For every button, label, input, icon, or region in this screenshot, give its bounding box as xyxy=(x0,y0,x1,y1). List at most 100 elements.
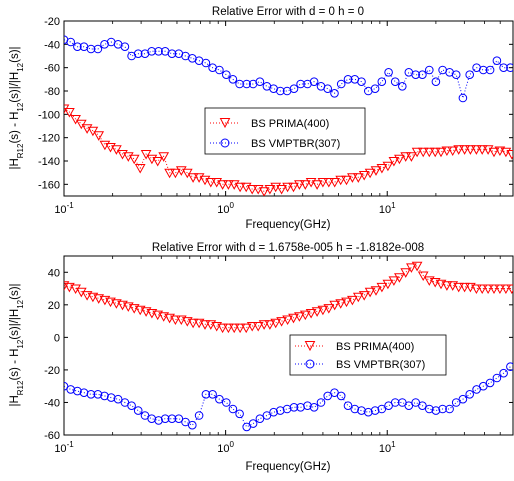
series-group xyxy=(64,261,513,432)
data-point xyxy=(390,398,400,407)
data-point xyxy=(394,273,405,283)
data-point xyxy=(465,282,476,293)
data-point xyxy=(294,180,305,190)
data-point xyxy=(376,164,388,174)
data-point xyxy=(234,323,246,334)
data-point xyxy=(276,317,287,327)
x-tick-label: 10-1 xyxy=(54,201,74,216)
y-tick-label: -100 xyxy=(38,109,60,121)
data-point xyxy=(127,401,136,411)
data-point xyxy=(270,318,282,329)
data-point xyxy=(485,378,495,388)
data-point xyxy=(228,323,240,334)
data-point xyxy=(438,404,447,414)
data-point xyxy=(411,70,421,79)
data-point xyxy=(323,391,333,401)
data-point xyxy=(394,154,405,165)
data-point xyxy=(406,263,417,273)
data-point xyxy=(64,381,69,391)
data-point xyxy=(471,284,482,295)
data-point xyxy=(86,44,96,54)
data-point xyxy=(242,79,251,89)
data-point xyxy=(323,84,333,93)
data-point xyxy=(134,164,146,174)
data-point xyxy=(174,414,184,424)
data-point xyxy=(506,63,513,72)
data-point xyxy=(133,406,143,415)
data-point xyxy=(482,284,494,295)
data-point xyxy=(276,185,287,195)
data-point xyxy=(417,271,429,282)
data-point xyxy=(113,394,123,404)
y-ticks: -160 -140 -120 -100 -80 -60 -40 -20 xyxy=(38,16,513,191)
data-point xyxy=(488,284,500,295)
data-point xyxy=(296,79,305,89)
data-point xyxy=(357,406,366,415)
data-point xyxy=(309,77,319,86)
data-point xyxy=(258,320,270,330)
data-point xyxy=(111,299,122,309)
data-point xyxy=(445,404,454,414)
data-point xyxy=(152,310,164,321)
y-tick-label: -40 xyxy=(44,397,60,409)
data-point xyxy=(357,77,366,86)
x-axis-label: Frequency(GHz) xyxy=(246,461,331,473)
data-point xyxy=(323,304,335,314)
data-point xyxy=(188,420,197,430)
data-point xyxy=(377,404,387,414)
data-point xyxy=(246,185,258,195)
data-point xyxy=(479,381,488,391)
chart-title: Relative Error with d = 0 h = 0 xyxy=(212,6,364,18)
data-point xyxy=(431,406,441,415)
data-point xyxy=(341,175,352,186)
data-point xyxy=(400,268,412,278)
data-point xyxy=(388,157,400,167)
legend: BS PRIMA(400) BS VMPTBR(307) xyxy=(289,334,447,376)
data-point xyxy=(417,147,429,158)
data-point xyxy=(465,70,475,79)
data-point xyxy=(262,411,272,420)
data-point xyxy=(370,166,382,176)
legend: BS PRIMA(400) BS VMPTBR(307) xyxy=(204,107,366,155)
data-point xyxy=(120,398,130,407)
x-axis-label: Frequency(GHz) xyxy=(246,219,331,231)
y-tick-label: 20 xyxy=(48,300,60,312)
data-point xyxy=(447,281,459,291)
data-point xyxy=(441,146,453,157)
data-point xyxy=(453,282,465,293)
data-point xyxy=(147,47,156,56)
data-point xyxy=(476,284,488,295)
data-point xyxy=(93,44,103,54)
y-tick-label: -20 xyxy=(44,16,60,28)
series-group xyxy=(64,35,513,196)
y-tick-label: -20 xyxy=(44,365,60,377)
data-point xyxy=(465,145,476,155)
data-point xyxy=(181,417,190,427)
data-point xyxy=(429,147,441,158)
data-point xyxy=(406,152,417,162)
data-point xyxy=(390,77,400,86)
data-point xyxy=(459,282,470,293)
data-point xyxy=(170,168,181,179)
legend-marker-prima xyxy=(304,341,316,352)
data-point xyxy=(303,401,312,411)
data-point xyxy=(336,391,346,401)
data-point xyxy=(223,180,234,190)
y-tick-label: -60 xyxy=(44,430,60,442)
data-point xyxy=(347,295,358,306)
y-tick-label: -80 xyxy=(44,86,60,98)
data-point xyxy=(341,297,352,308)
data-point xyxy=(128,304,140,314)
data-point xyxy=(492,373,502,383)
data-point xyxy=(217,180,228,190)
data-point xyxy=(350,404,360,414)
data-point xyxy=(234,182,246,193)
data-point xyxy=(451,398,461,407)
legend-label-vmptbr: BS VMPTBR(307) xyxy=(336,359,425,371)
data-point xyxy=(317,178,329,188)
data-point xyxy=(311,180,323,190)
data-point xyxy=(335,175,347,186)
data-point xyxy=(164,168,175,179)
data-point xyxy=(187,173,199,183)
